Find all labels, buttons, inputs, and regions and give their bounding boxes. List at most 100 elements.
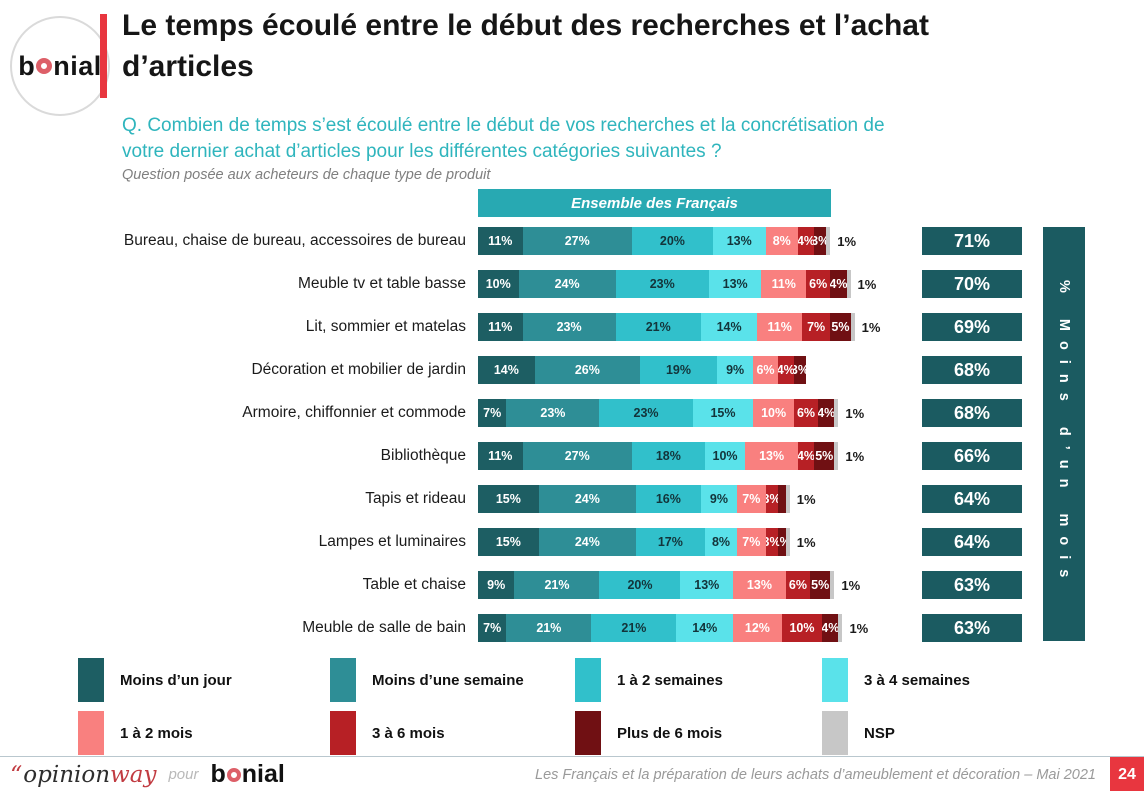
bar-segment bbox=[777, 485, 786, 513]
bar-segment: 5% bbox=[814, 442, 835, 470]
source-caption: Les Français et la préparation de leurs … bbox=[535, 766, 1096, 783]
category-label: Lit, sommier et matelas bbox=[305, 318, 466, 335]
bar-segment: 4% bbox=[797, 227, 815, 255]
total-badge: 64% bbox=[922, 528, 1022, 556]
bar-segment-nsp bbox=[834, 442, 839, 470]
bar-segment: 11% bbox=[478, 442, 523, 470]
bonial-wordmark-prefix: b bbox=[210, 760, 226, 788]
bar-row: Décoration et mobilier de jardin 14% 26% 19… bbox=[0, 356, 1144, 384]
survey-question-line2: votre dernier achat d’articles pour les … bbox=[122, 140, 722, 162]
bar-segment: 6% bbox=[753, 356, 778, 384]
bar-segment: 4% bbox=[818, 399, 835, 427]
bar-segment: 4% bbox=[822, 614, 839, 642]
bar-wrap: 11% 27% 18% 10% 13% 4% 5% 1% bbox=[478, 442, 864, 470]
opinionway-logo: “ opinion way pour b nial bbox=[10, 757, 285, 791]
legend-swatch bbox=[575, 658, 601, 702]
bar-segment: 10% bbox=[753, 399, 794, 427]
bar-segment: 23% bbox=[506, 399, 600, 427]
bar-row: Tapis et rideau 15%24%16%9%7%3% 1% 64% bbox=[0, 485, 1144, 513]
category-label: Meuble tv et table basse bbox=[297, 275, 466, 292]
bar-segment: 13% bbox=[733, 571, 786, 599]
bar-segment-nsp bbox=[838, 614, 843, 642]
bar-segment: 20% bbox=[599, 571, 681, 599]
bar-segment: 9% bbox=[716, 356, 754, 384]
bar-segment: 5% bbox=[810, 571, 831, 599]
legend-label: NSP bbox=[864, 724, 895, 742]
total-badge: 69% bbox=[922, 313, 1022, 341]
bar-segment: 16% bbox=[635, 485, 701, 513]
bar-segment: 13% bbox=[745, 442, 798, 470]
page-number-badge: 24 bbox=[1110, 757, 1144, 791]
legend-swatch bbox=[78, 658, 104, 702]
bar-segment-nsp bbox=[785, 485, 790, 513]
legend-label: Moins d’une semaine bbox=[372, 671, 524, 689]
survey-question: Q. Combien de temps s’est écoulé entre l… bbox=[122, 113, 885, 164]
opinionway-text-way: way bbox=[110, 761, 157, 788]
bar-segment: 20% bbox=[631, 227, 713, 255]
bar-wrap: 11% 23% 21% 14% 11% 7% 5% 1% bbox=[478, 313, 880, 341]
legend-label: 3 à 6 mois bbox=[372, 724, 445, 742]
bonial-o-icon bbox=[226, 767, 241, 782]
nsp-value-label: 1% bbox=[796, 491, 816, 507]
bar-wrap: 14%26%19%9%6%4%3% bbox=[478, 356, 806, 384]
logo-text-suffix: nial bbox=[53, 50, 102, 81]
question-note: Question posée aux acheteurs de chaque t… bbox=[122, 167, 491, 183]
bar-segment-nsp bbox=[785, 528, 790, 556]
stacked-bar-chart: Bureau, chaise de bureau, accessoires de… bbox=[0, 227, 1144, 657]
legend: Moins d’un jour Moins d’une semaine 1 à 2 … bbox=[0, 658, 1144, 758]
bar-row: Lampes et luminaires15%24%17%8%7%3%1%1%6… bbox=[0, 528, 1144, 556]
legend-swatch bbox=[78, 711, 104, 755]
pour-label: pour bbox=[168, 766, 199, 783]
category-label: Bibliothèque bbox=[380, 447, 466, 464]
group-header-badge: Ensemble des Français bbox=[478, 189, 831, 217]
nsp-value-label: 1% bbox=[841, 577, 861, 593]
bar-segment: 10% bbox=[478, 270, 519, 298]
bar-segment: 9% bbox=[700, 485, 738, 513]
bar-segment: 7% bbox=[478, 399, 507, 427]
bar-segment: 11% bbox=[757, 313, 802, 341]
category-label: Lampes et luminaires bbox=[318, 533, 466, 550]
category-label: Armoire, chiffonnier et commode bbox=[242, 404, 466, 421]
stacked-bar: 11% 23% 21% 14% 11% 7% 5% bbox=[478, 313, 855, 341]
bar-row: Armoire, chiffonnier et commode 7% 23% 23% 1… bbox=[0, 399, 1144, 427]
nsp-value-label: 1% bbox=[861, 319, 881, 335]
nsp-value-label: 1% bbox=[849, 620, 869, 636]
page-title: Le temps écoulé entre le début des reche… bbox=[122, 6, 929, 87]
right-axis-label: % Moins d’un mois bbox=[1056, 280, 1072, 588]
bar-segment: 8% bbox=[765, 227, 798, 255]
bar-wrap: 9% 21% 20% 13% 13% 6% 5% 1% bbox=[478, 571, 860, 599]
nsp-value-label: 1% bbox=[837, 233, 857, 249]
bar-row: Meuble tv et table basse 10% 24% 23% 13% 11% 6… bbox=[0, 270, 1144, 298]
bar-row: Bureau, chaise de bureau, accessoires de… bbox=[0, 227, 1144, 255]
stacked-bar: 7% 21% 21% 14% 12% 10% 4% bbox=[478, 614, 843, 642]
legend-item: Moins d’une semaine bbox=[330, 658, 524, 702]
nsp-value-label: 1% bbox=[857, 276, 877, 292]
legend-label: 1 à 2 mois bbox=[120, 724, 193, 742]
bar-segment-nsp bbox=[850, 313, 855, 341]
logo-text-prefix: b bbox=[18, 50, 36, 81]
bar-segment: 19% bbox=[639, 356, 717, 384]
total-badge: 63% bbox=[922, 571, 1022, 599]
title-accent-bar bbox=[100, 14, 107, 98]
bar-wrap: 10% 24% 23% 13% 11% 6% 4% 1% bbox=[478, 270, 876, 298]
bar-wrap: 7% 21% 21% 14% 12% 10% 4% 1% bbox=[478, 614, 868, 642]
legend-swatch bbox=[330, 658, 356, 702]
opinionway-text-opinion: opinion bbox=[23, 761, 111, 788]
bar-wrap: 7% 23% 23% 15% 10% 6% 4% 1% bbox=[478, 399, 864, 427]
bar-segment: 24% bbox=[538, 528, 636, 556]
bar-segment: 21% bbox=[591, 614, 677, 642]
bar-wrap: 11%27%20%13%8%4%3% 1% bbox=[478, 227, 856, 255]
bar-segment: 10% bbox=[781, 614, 823, 642]
bonial-wordmark-suffix: nial bbox=[241, 760, 285, 788]
bonial-logo-text: b nial bbox=[18, 51, 102, 82]
bonial-o-icon bbox=[36, 58, 53, 74]
bar-segment: 3% bbox=[793, 356, 806, 384]
bar-segment: 3% bbox=[814, 227, 827, 255]
bar-segment: 6% bbox=[793, 399, 819, 427]
legend-item: Plus de 6 mois bbox=[575, 711, 722, 755]
bar-segment: 24% bbox=[518, 270, 616, 298]
bar-wrap: 15%24%16%9%7%3% 1% bbox=[478, 485, 816, 513]
bar-segment: 3% bbox=[765, 528, 778, 556]
bar-row: Bibliothèque 11% 27% 18% 10% 13% 4% 5% 1% 66% bbox=[0, 442, 1144, 470]
bonial-wordmark: b nial bbox=[210, 760, 284, 789]
